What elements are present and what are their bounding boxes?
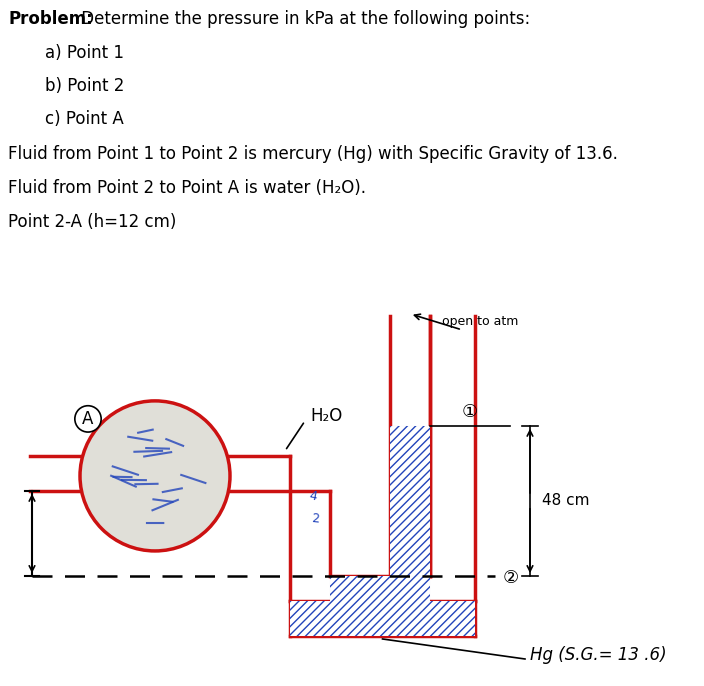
Text: Hg (S.G.= 13 .6): Hg (S.G.= 13 .6) — [530, 646, 667, 664]
Text: 48 cm: 48 cm — [542, 493, 589, 508]
Polygon shape — [390, 426, 430, 576]
Text: b) Point 2: b) Point 2 — [45, 77, 125, 95]
Circle shape — [80, 401, 230, 551]
Text: H₂O: H₂O — [310, 407, 342, 425]
Text: a) Point 1: a) Point 1 — [45, 44, 124, 62]
Text: Determine the pressure in kPa at the following points:: Determine the pressure in kPa at the fol… — [76, 10, 530, 28]
Text: ②: ② — [503, 569, 519, 587]
Text: c) Point A: c) Point A — [45, 110, 124, 128]
Text: 4: 4 — [308, 489, 318, 503]
Text: Point 2-A (h=12 cm): Point 2-A (h=12 cm) — [8, 213, 177, 231]
Polygon shape — [290, 576, 475, 636]
Text: Problem:: Problem: — [8, 10, 93, 28]
Text: 2: 2 — [310, 512, 320, 525]
Text: Fluid from Point 2 to Point A is water (H₂O).: Fluid from Point 2 to Point A is water (… — [8, 179, 366, 197]
Text: A: A — [82, 410, 94, 428]
Text: open to atm: open to atm — [442, 315, 518, 328]
Text: Fluid from Point 1 to Point 2 is mercury (Hg) with Specific Gravity of 13.6.: Fluid from Point 1 to Point 2 is mercury… — [8, 145, 618, 163]
Text: ①: ① — [462, 403, 478, 421]
